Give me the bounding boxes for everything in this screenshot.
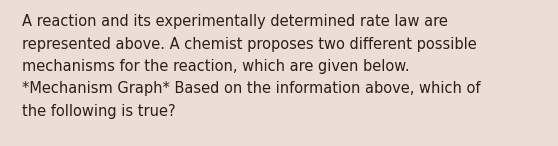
Text: *Mechanism Graph* Based on the information above, which of: *Mechanism Graph* Based on the informati…: [22, 81, 480, 97]
Text: the following is true?: the following is true?: [22, 104, 176, 119]
Text: A reaction and its experimentally determined rate law are: A reaction and its experimentally determ…: [22, 14, 448, 29]
Text: mechanisms for the reaction, which are given below.: mechanisms for the reaction, which are g…: [22, 59, 410, 74]
Text: represented above. A chemist proposes two different possible: represented above. A chemist proposes tw…: [22, 36, 477, 52]
